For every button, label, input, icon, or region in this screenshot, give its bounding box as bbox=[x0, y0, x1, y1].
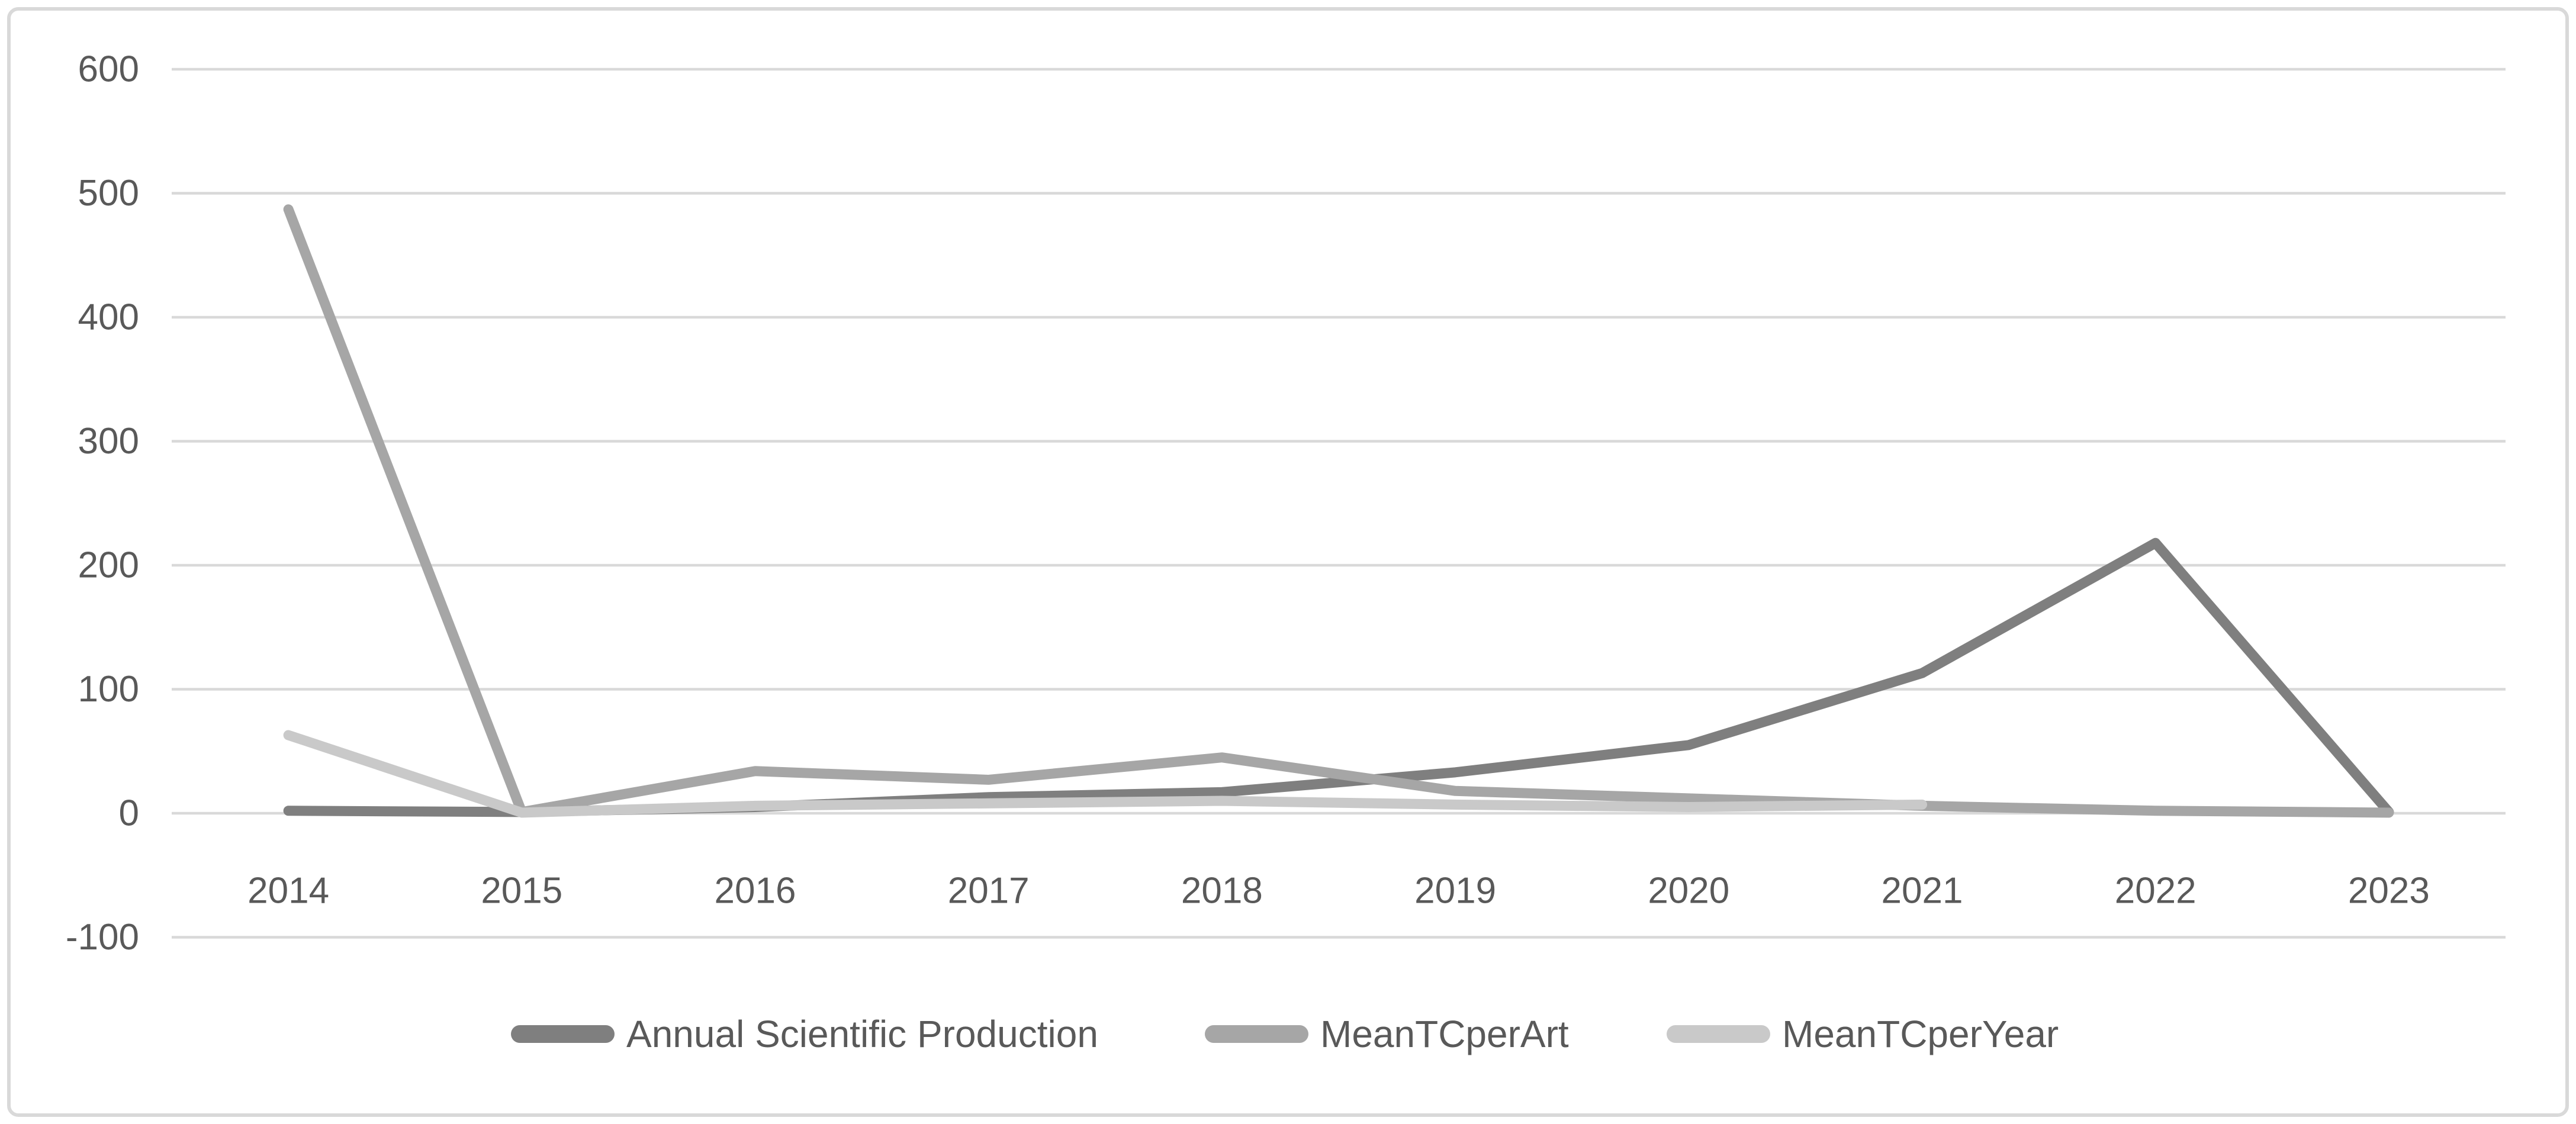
legend-label: MeanTCperYear bbox=[1782, 1013, 2059, 1055]
x-tick-label-2015: 2015 bbox=[481, 871, 562, 912]
legend-entry-annual-scientific-production: Annual Scientific Production bbox=[511, 1013, 1098, 1055]
legend-label: MeanTCperArt bbox=[1320, 1013, 1569, 1055]
x-tick-label-2014: 2014 bbox=[247, 871, 329, 912]
y-tick-label-600: 600 bbox=[78, 49, 139, 90]
x-tick-label-2019: 2019 bbox=[1414, 871, 1496, 912]
x-tick-label-2022: 2022 bbox=[2115, 871, 2196, 912]
y-axis-tick-labels: 600 500 400 300 200 100 0 -100 bbox=[66, 49, 139, 958]
y-tick-label--100: -100 bbox=[66, 917, 139, 958]
x-tick-label-2016: 2016 bbox=[715, 871, 796, 912]
legend-label: Annual Scientific Production bbox=[626, 1013, 1098, 1055]
x-axis-tick-labels: 2014 2015 2016 2017 2018 2019 2020 2021 2022 2023 bbox=[247, 871, 2430, 912]
y-tick-label-500: 500 bbox=[78, 173, 139, 214]
x-tick-label-2018: 2018 bbox=[1181, 871, 1263, 912]
legend-entry-meantcperyear: MeanTCperYear bbox=[1667, 1013, 2059, 1055]
y-tick-label-300: 300 bbox=[78, 421, 139, 462]
legend-swatch-icon bbox=[511, 1025, 615, 1043]
y-tick-label-100: 100 bbox=[78, 669, 139, 710]
y-tick-label-200: 200 bbox=[78, 545, 139, 586]
series-line-meantcperart bbox=[283, 204, 2394, 818]
x-tick-label-2023: 2023 bbox=[2348, 871, 2430, 912]
chart-border bbox=[7, 7, 2569, 1117]
series-lines bbox=[283, 204, 2394, 818]
legend: Annual Scientific Production MeanTCperArt… bbox=[511, 1013, 2059, 1055]
x-tick-label-2020: 2020 bbox=[1648, 871, 1729, 912]
legend-swatch-icon bbox=[1205, 1025, 1308, 1043]
legend-entry-meantcperart: MeanTCperArt bbox=[1205, 1013, 1569, 1055]
series-line-meantcperyear bbox=[283, 730, 1927, 818]
x-tick-label-2017: 2017 bbox=[948, 871, 1030, 912]
x-tick-label-2021: 2021 bbox=[1882, 871, 1963, 912]
y-tick-label-400: 400 bbox=[78, 297, 139, 338]
legend-swatch-icon bbox=[1667, 1025, 1770, 1043]
y-tick-label-0: 0 bbox=[119, 793, 139, 834]
